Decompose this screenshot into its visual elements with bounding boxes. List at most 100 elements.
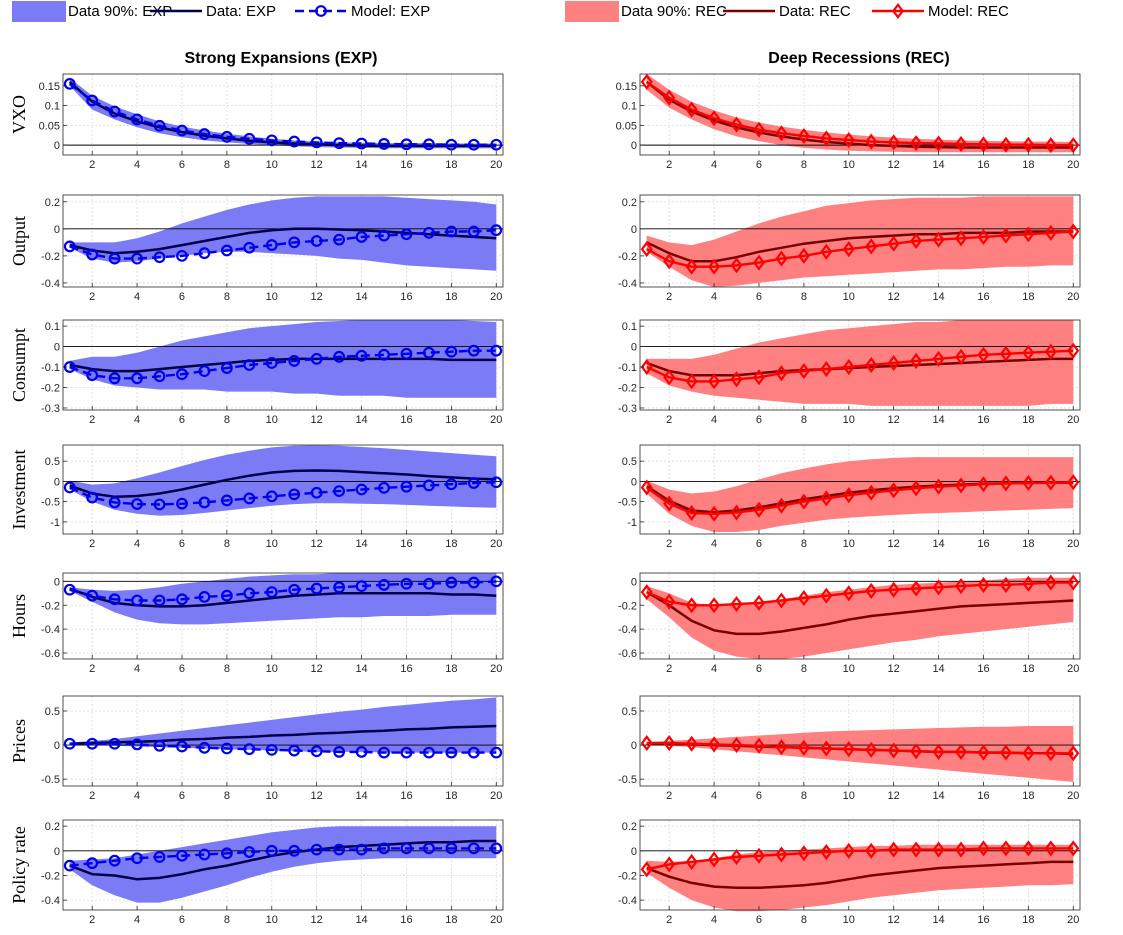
model-point: [310, 582, 323, 595]
x-tick-label: 12: [888, 914, 900, 926]
legend-item-data-90-rec: Data 90%: REC: [565, 1, 727, 22]
x-tick-label: 16: [400, 291, 412, 303]
legend-label: Data 90%: REC: [621, 3, 727, 20]
model-point: [954, 743, 968, 760]
row-label-output: Output: [9, 216, 29, 266]
model-point: [400, 138, 413, 151]
legend-label: Data 90%: EXP: [68, 3, 172, 20]
x-tick-label: 20: [490, 291, 502, 303]
model-point: [288, 135, 301, 148]
x-tick-label: 12: [311, 538, 323, 550]
model-point: [708, 505, 721, 522]
model-point: [378, 746, 390, 759]
x-tick-label: 10: [266, 538, 278, 550]
model-point: [708, 258, 721, 275]
x-tick-label: 8: [224, 291, 230, 303]
model-point: [153, 594, 166, 607]
model-point: [999, 345, 1012, 362]
model-point: [887, 354, 900, 371]
model-point: [467, 344, 480, 357]
x-tick-label: 2: [666, 914, 672, 926]
y-tick-label: -0.4: [41, 278, 60, 290]
y-tick-label: -0.6: [618, 648, 637, 660]
model-point: [243, 846, 256, 858]
y-tick-label: 0: [54, 342, 60, 354]
legend-item-data-rec: Data: REC: [723, 3, 851, 20]
y-tick-label: -0.2: [41, 251, 60, 263]
model-point: [640, 359, 653, 376]
x-tick-label: 6: [179, 538, 185, 550]
x-tick-label: 18: [445, 291, 457, 303]
model-point: [685, 258, 698, 275]
model-point: [490, 842, 503, 855]
x-tick-label: 8: [224, 538, 230, 550]
x-tick-label: 14: [355, 159, 367, 171]
model-point: [775, 125, 788, 142]
model-point: [932, 350, 945, 367]
x-tick-label: 8: [224, 914, 230, 926]
x-tick-label: 16: [977, 291, 989, 303]
x-tick-label: 18: [445, 538, 457, 550]
model-point: [63, 859, 76, 872]
model-point: [663, 253, 676, 270]
model-point: [932, 231, 945, 248]
model-point: [663, 735, 676, 752]
model-point: [265, 586, 278, 599]
model-point: [378, 842, 390, 855]
model-point: [131, 372, 143, 385]
model-point: [86, 737, 99, 750]
model-point: [842, 741, 855, 758]
model-point: [176, 497, 188, 510]
y-tick-label: -0.2: [618, 251, 637, 263]
model-point: [932, 135, 945, 152]
model-point: [999, 475, 1012, 492]
y-tick-label: 0.2: [622, 821, 637, 833]
x-tick-label: 16: [400, 538, 412, 550]
model-point: [400, 480, 413, 493]
x-tick-label: 8: [801, 538, 807, 550]
model-point: [400, 228, 413, 241]
y-tick-label: -0.4: [618, 895, 637, 907]
x-tick-label: 2: [666, 159, 672, 171]
x-tick-label: 16: [400, 663, 412, 675]
model-point: [445, 225, 458, 238]
x-tick-label: 10: [843, 538, 855, 550]
model-point: [730, 848, 743, 866]
model-point: [797, 247, 810, 264]
column-title-rec: Deep Recessions (REC): [768, 50, 949, 67]
model-point: [131, 852, 143, 865]
x-tick-label: 6: [756, 914, 762, 926]
x-tick-label: 12: [311, 414, 323, 426]
model-point: [423, 746, 435, 759]
x-tick-label: 2: [89, 663, 95, 675]
x-tick-label: 20: [490, 538, 502, 550]
model-point: [176, 124, 188, 137]
x-tick-label: 6: [756, 291, 762, 303]
x-tick-label: 12: [888, 790, 900, 802]
y-tick-label: 0: [54, 740, 60, 752]
data-line: [646, 591, 1074, 636]
model-point: [220, 244, 233, 257]
x-tick-label: 10: [843, 159, 855, 171]
model-point: [153, 251, 166, 264]
model-point: [865, 238, 878, 255]
model-point: [108, 496, 121, 509]
model-point: [108, 593, 121, 606]
model-point: [730, 737, 743, 754]
y-tick-label: -0.2: [41, 600, 60, 612]
model-point: [198, 496, 211, 509]
model-point: [797, 845, 810, 862]
panel-hours-exp: 2 4 6 8 10 12 14 16 18 20 -0.6 -0.4 -0.2 0: [41, 572, 504, 675]
model-point: [400, 347, 413, 360]
model-point: [730, 596, 743, 613]
axes-frame: [639, 73, 1081, 156]
model-point: [86, 369, 99, 382]
y-tick-label: 0.5: [45, 706, 60, 718]
x-tick-label: 4: [711, 291, 717, 303]
legend-marker: [315, 5, 327, 17]
x-tick-label: 2: [666, 790, 672, 802]
x-tick-label: 6: [179, 159, 185, 171]
model-point: [131, 113, 143, 126]
model-point: [932, 841, 945, 858]
data-line: [646, 860, 1074, 890]
